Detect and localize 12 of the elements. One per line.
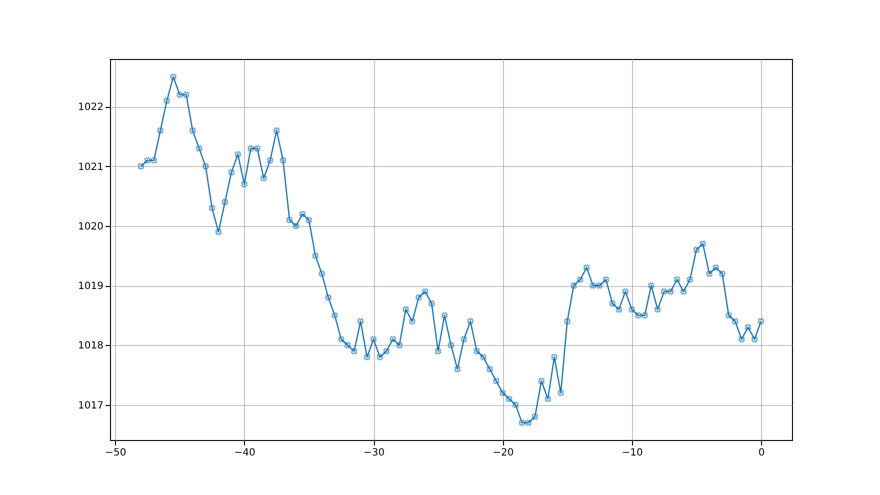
x-tick-label: −40 — [234, 448, 256, 458]
x-tick-label: 0 — [758, 448, 765, 458]
y-tick-label: 1017 — [78, 400, 104, 412]
x-tick-label: −10 — [622, 448, 643, 458]
y-tick-label: 1019 — [78, 281, 104, 292]
x-tick-label: −20 — [492, 448, 514, 458]
x-tick-label: −50 — [105, 448, 126, 458]
y-tick-label: 1021 — [78, 162, 104, 173]
y-tick-label: 1020 — [78, 221, 104, 232]
y-tick-label: 1022 — [78, 102, 104, 114]
y-tick-label: 1018 — [78, 340, 104, 352]
x-tick-label: −30 — [363, 448, 385, 458]
